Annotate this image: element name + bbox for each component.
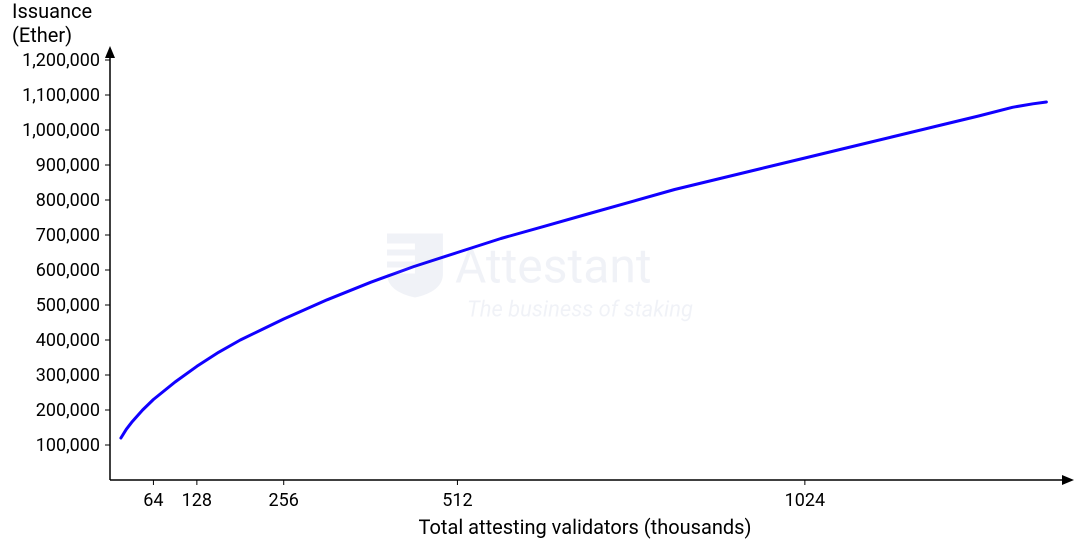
y-axis-title-line1: Issuance xyxy=(12,0,92,23)
chart-svg: 100,000 200,000 300,000 400,000 500,000 600,0… xyxy=(0,0,1080,556)
issuance-line xyxy=(121,102,1047,438)
y-tick-label: 500,000 xyxy=(36,295,100,316)
y-tick-label: 1,100,000 xyxy=(22,85,100,106)
y-tick-label: 1,000,000 xyxy=(22,120,100,141)
x-tick-label: 1024 xyxy=(785,490,825,511)
x-tick-label: 512 xyxy=(442,490,472,511)
y-tick-label: 700,000 xyxy=(36,225,100,246)
y-tick-label: 600,000 xyxy=(36,260,100,281)
y-tick-label: 200,000 xyxy=(36,400,100,421)
x-tick-label: 64 xyxy=(143,490,163,511)
issuance-chart: Attestant The business of staking 100,00… xyxy=(0,0,1080,556)
y-axis-title-line2: (Ether) xyxy=(12,23,72,47)
x-tick-label: 256 xyxy=(269,490,299,511)
y-tick-label: 100,000 xyxy=(36,435,100,456)
y-tick-label: 1,200,000 xyxy=(22,50,100,71)
y-tick-label: 400,000 xyxy=(36,330,100,351)
x-axis-title: Total attesting validators (thousands) xyxy=(419,515,752,539)
y-tick-label: 800,000 xyxy=(36,190,100,211)
x-tick-label: 128 xyxy=(182,490,212,511)
y-tick-label: 900,000 xyxy=(36,155,100,176)
y-tick-label: 300,000 xyxy=(36,365,100,386)
